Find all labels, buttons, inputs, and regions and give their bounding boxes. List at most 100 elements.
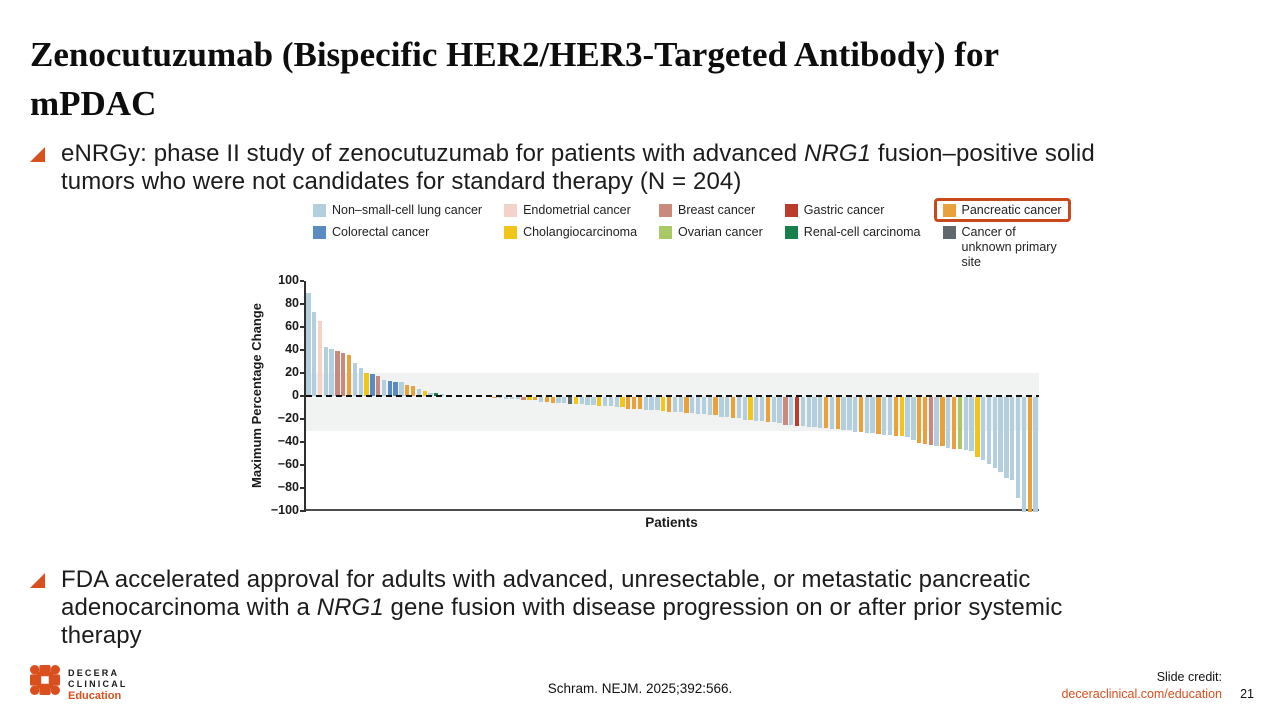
patient-bar xyxy=(573,397,579,404)
patient-bar xyxy=(370,374,375,396)
chart-legend: Non–small-cell lung cancer Endometrial ca… xyxy=(313,198,1071,270)
brand-name-line1: DECERA xyxy=(68,668,120,678)
patient-bar xyxy=(940,397,945,447)
patient-bar xyxy=(858,397,864,432)
y-tick-mark xyxy=(300,303,304,305)
patient-bar xyxy=(306,292,311,396)
patient-bar xyxy=(492,397,497,399)
bullet-study: eNRGy: phase II study of zenocutuzumab f… xyxy=(30,140,1121,196)
patient-bar xyxy=(835,397,840,430)
patient-bar xyxy=(882,397,887,435)
patient-bar xyxy=(329,348,334,396)
patient-bar xyxy=(812,397,817,427)
slide-credit-block: Slide credit: deceraclinical.com/educati… xyxy=(1061,669,1222,703)
patient-bar xyxy=(335,351,340,396)
patient-bar xyxy=(946,397,951,448)
patient-bar xyxy=(922,397,928,445)
patient-bar xyxy=(620,397,625,408)
legend-swatch-icon xyxy=(942,226,956,239)
patient-bar xyxy=(742,397,747,420)
y-tick-label: 60 xyxy=(285,319,299,333)
legend-label: Breast cancer xyxy=(678,203,756,217)
patient-bar xyxy=(358,368,363,396)
patient-bar xyxy=(986,397,992,464)
patient-bar xyxy=(393,382,398,396)
gene-name-italic: NRG1 xyxy=(316,594,384,621)
patient-bar xyxy=(905,397,910,438)
legend-item-r: Renal-cell carcinoma xyxy=(784,225,921,239)
y-tick-label: −20 xyxy=(277,411,299,425)
patient-bar xyxy=(1015,397,1021,499)
patient-bar xyxy=(597,397,602,407)
patient-bar xyxy=(876,397,881,434)
patient-bar xyxy=(503,397,509,400)
patient-bar xyxy=(346,354,352,396)
bullet-study-pre: eNRGy: phase II study of zenocutuzumab f… xyxy=(61,140,805,167)
patient-bar xyxy=(649,397,654,410)
legend-swatch-icon xyxy=(504,204,518,217)
patient-bar xyxy=(800,397,805,426)
patient-bar xyxy=(893,397,899,437)
patient-bar xyxy=(341,353,346,396)
patient-bar xyxy=(748,397,753,420)
page-number: 21 xyxy=(1240,687,1254,701)
bullet-study-text: eNRGy: phase II study of zenocutuzumab f… xyxy=(61,140,1121,196)
patient-bar xyxy=(672,397,677,412)
y-tick-label: 0 xyxy=(292,388,299,402)
patient-bar xyxy=(1021,397,1027,512)
patient-bar xyxy=(998,397,1003,472)
patient-bar xyxy=(684,397,689,414)
patient-bar xyxy=(701,397,707,415)
slide-credit-label: Slide credit: xyxy=(1156,670,1222,684)
bullet-marker-icon xyxy=(30,573,45,588)
patient-bar xyxy=(550,397,555,403)
patient-bar xyxy=(661,397,666,411)
patient-bar xyxy=(963,397,968,450)
patient-bar xyxy=(544,397,550,402)
legend-item-g: Gastric cancer xyxy=(784,203,884,217)
patient-bar xyxy=(841,397,846,431)
y-tick-mark xyxy=(300,418,304,420)
slide-credit-link[interactable]: deceraclinical.com/education xyxy=(1061,687,1222,701)
patient-bar xyxy=(678,397,683,412)
patient-bar xyxy=(381,379,387,396)
patient-bar xyxy=(981,397,986,461)
slide-title-line1: Zenocutuzumab (Bispecific HER2/HER3-Targ… xyxy=(30,35,999,74)
patient-bar xyxy=(399,382,404,396)
legend-item-b: Breast cancer xyxy=(659,203,755,217)
legend-swatch-icon xyxy=(784,226,798,239)
y-axis-line xyxy=(304,281,306,512)
patient-bar xyxy=(771,397,776,423)
patient-bar xyxy=(602,397,608,407)
patient-bar xyxy=(655,397,660,410)
legend-label: Ovarian cancer xyxy=(678,225,763,239)
patient-bar xyxy=(440,393,445,396)
y-tick-label: −60 xyxy=(277,457,299,471)
y-tick-mark xyxy=(300,280,304,282)
patient-bar xyxy=(422,391,427,396)
bullet-approval-pre: FDA accelerated approval for adults with… xyxy=(61,566,1031,621)
patient-bar xyxy=(847,397,852,431)
patient-bar xyxy=(818,397,823,429)
patient-bar xyxy=(579,397,584,404)
patient-bar xyxy=(312,312,317,396)
patient-bar xyxy=(1004,397,1009,478)
patient-bar xyxy=(562,397,567,403)
patient-bar xyxy=(1027,397,1032,512)
bullet-approval: FDA accelerated approval for adults with… xyxy=(30,566,1121,650)
patient-bar xyxy=(870,397,875,433)
slide-title-line2: mPDAC xyxy=(30,84,157,123)
patient-bar xyxy=(416,389,422,396)
legend-label: Cholangiocarcinoma xyxy=(523,225,638,239)
patient-bar xyxy=(707,397,712,416)
patient-bar xyxy=(899,397,904,437)
patient-bar xyxy=(928,397,933,446)
citation: Schram. NEJM. 2025;392:566. xyxy=(547,681,733,696)
patient-bar xyxy=(777,397,782,424)
patient-bar xyxy=(364,373,369,396)
brand-name-line2: CLINICAL xyxy=(68,678,128,689)
waterfall-figure: Non–small-cell lung cancer Endometrial ca… xyxy=(249,198,1071,538)
patient-bar xyxy=(533,397,538,401)
y-tick-label: −40 xyxy=(277,434,299,448)
patient-bar xyxy=(853,397,858,432)
